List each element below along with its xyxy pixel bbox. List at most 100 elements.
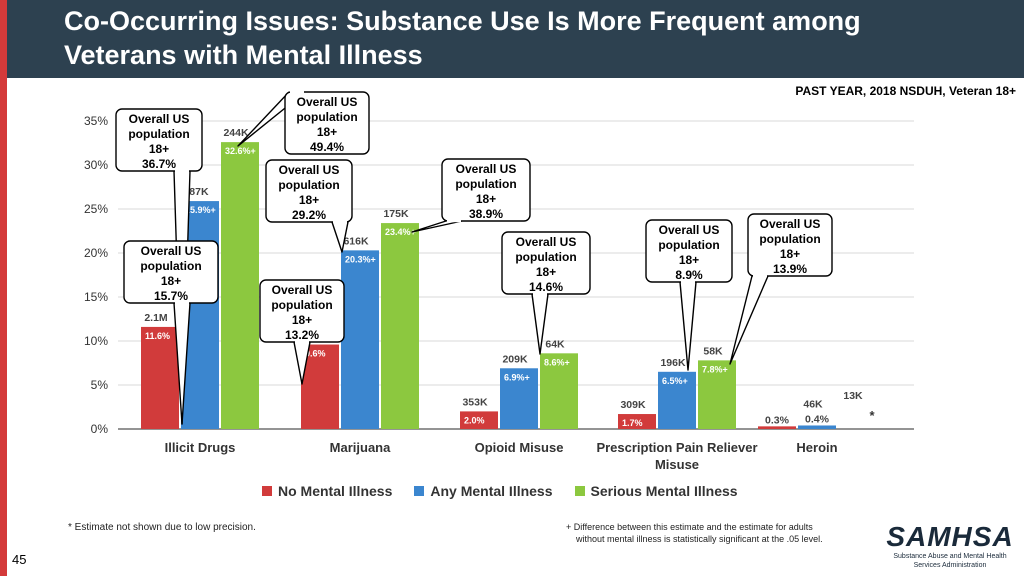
callout-text-8-2: 18+: [780, 247, 800, 261]
x-category-label-0-0: Illicit Drugs: [165, 440, 236, 455]
title-banner: Co-Occurring Issues: Substance Use Is Mo…: [0, 0, 1024, 78]
callout-text-8-0: Overall US: [760, 217, 821, 231]
logo-subtitle-line-1: Substance Abuse and Mental Health: [893, 553, 1007, 560]
slide-title: Co-Occurring Issues: Substance Use Is Mo…: [64, 4, 964, 72]
callout-text-1-1: population: [140, 259, 201, 273]
bar-label-2-0: 32.6%+: [225, 146, 256, 156]
legend-label-any-mental-illness: Any Mental Illness: [430, 483, 553, 499]
bar-count-0-0: 2.1M: [144, 312, 168, 324]
callout-text-5-0: Overall US: [456, 162, 517, 176]
callout-text-6-3: 14.6%: [529, 280, 563, 294]
bar-no-mental-illness-2: [460, 411, 498, 429]
callout-text-1-2: 18+: [161, 274, 181, 288]
callout-text-7-2: 18+: [679, 253, 699, 267]
callout-text-5-1: population: [455, 177, 516, 191]
legend-item-any-mental-illness: Any Mental Illness: [414, 483, 553, 499]
x-category-label-1-0: Marijuana: [330, 440, 391, 455]
callout-text-5-3: 38.9%: [469, 207, 503, 221]
chart-legend: No Mental Illness Any Mental Illness Ser…: [262, 483, 738, 499]
legend-swatch-no-mental-illness: [262, 486, 272, 496]
bar-count-1-1: 616K: [343, 235, 369, 247]
legend-label-serious-mental-illness: Serious Mental Illness: [590, 483, 738, 499]
bar-label-1-4: 0.4%: [805, 413, 830, 425]
bar-label-1-0: 25.9%+: [185, 205, 216, 215]
bar-any-mental-illness-4: [798, 425, 836, 429]
title-accent-bar: [0, 0, 7, 78]
callout-text-3-2: 18+: [299, 193, 319, 207]
bar-no-mental-illness-0: [141, 326, 179, 429]
callout-pointer-4: [293, 341, 311, 385]
slide-title-line-2: Veterans with Mental Illness: [64, 40, 423, 70]
footnote-significance-line-1: + Difference between this estimate and t…: [566, 522, 813, 532]
legend-item-no-mental-illness: No Mental Illness: [262, 483, 392, 499]
logo-subtitle-line-2: Services Administration: [913, 562, 987, 569]
footnote-significance: + Difference between this estimate and t…: [566, 521, 866, 545]
bar-count-2-0: 244K: [223, 127, 249, 139]
page-number: 45: [12, 552, 27, 567]
bar-label-1-1: 20.3%+: [345, 254, 376, 264]
callout-pointer-7: [679, 281, 697, 371]
bar-label-2-4-suppressed: *: [869, 408, 875, 423]
callout-text-7-1: population: [658, 238, 719, 252]
callout-text-3-0: Overall US: [279, 163, 340, 177]
x-category-label-3-0: Prescription Pain Reliever: [596, 440, 757, 455]
callout-pointer-8: [729, 275, 769, 365]
y-tick-label-25: 25%: [84, 202, 108, 216]
callout-text-5-2: 18+: [476, 192, 496, 206]
bar-serious-mental-illness-3: [698, 360, 736, 429]
bar-label-0-1: 9.6%: [305, 349, 326, 359]
bar-label-2-2: 8.6%+: [544, 357, 570, 367]
legend-swatch-serious-mental-illness: [574, 486, 585, 496]
callout-text-6-0: Overall US: [516, 235, 577, 249]
callout-pointer-6: [531, 293, 549, 355]
callout-text-4-3: 13.2%: [285, 328, 319, 342]
callout-box-5: [441, 158, 531, 222]
bar-any-mental-illness-3: [658, 371, 696, 429]
callout-box-2: [284, 91, 370, 155]
x-category-label-3-1: Misuse: [655, 457, 699, 472]
bar-count-0-3: 309K: [620, 399, 646, 411]
legend-swatch-any-mental-illness: [414, 486, 425, 496]
x-category-label-2-0: Opioid Misuse: [475, 440, 564, 455]
callout-box-3: [265, 159, 353, 223]
callout-text-0-0: Overall US: [129, 112, 190, 126]
bar-serious-mental-illness-2: [540, 353, 578, 429]
callout-pointer-1: [173, 302, 191, 425]
bar-count-1-2: 209K: [502, 353, 528, 365]
callout-text-4-1: population: [271, 298, 332, 312]
footnote-low-precision: * Estimate not shown due to low precisio…: [68, 522, 256, 533]
bar-count-2-2: 64K: [545, 338, 565, 350]
bar-label-0-3: 1.7%: [622, 418, 643, 428]
callout-text-4-0: Overall US: [272, 283, 333, 297]
slide-title-line-1: Co-Occurring Issues: Substance Use Is Mo…: [64, 6, 861, 36]
callout-text-4-2: 18+: [292, 313, 312, 327]
callout-text-0-3: 36.7%: [142, 157, 176, 171]
callout-text-8-3: 13.9%: [773, 262, 807, 276]
callout-box-1: [123, 240, 219, 304]
bar-any-mental-illness-1: [341, 250, 379, 429]
callout-text-6-1: population: [515, 250, 576, 264]
callout-text-0-2: 18+: [149, 142, 169, 156]
callout-pointer-5: [411, 220, 463, 233]
callout-text-1-3: 15.7%: [154, 289, 188, 303]
bar-label-0-0: 11.6%: [145, 331, 170, 341]
bar-label-0-2: 2.0%: [464, 415, 485, 425]
callout-pointer-3: [331, 221, 349, 253]
bar-chart: 0% 5% 10% 15% 20% 25% 30% 35% Illicit Drugs Marij…: [84, 90, 914, 472]
callout-text-2-0: Overall US: [297, 95, 358, 109]
callout-text-2-2: 18+: [317, 125, 337, 139]
bar-count-2-1: 175K: [383, 208, 409, 220]
y-tick-label-30: 30%: [84, 158, 108, 172]
bar-count-1-4: 46K: [803, 398, 823, 410]
legend-item-serious-mental-illness: Serious Mental Illness: [574, 483, 738, 499]
source-label: PAST YEAR, 2018 NSDUH, Veteran 18+: [795, 84, 1016, 98]
callout-text-3-1: population: [278, 178, 339, 192]
bar-label-1-2: 6.9%+: [504, 372, 530, 382]
footnote-significance-line-2: without mental illness is statistically …: [576, 534, 823, 544]
y-tick-label-15: 15%: [84, 290, 108, 304]
bar-label-1-3: 6.5%+: [662, 376, 688, 386]
callout-text-7-0: Overall US: [659, 223, 720, 237]
y-tick-label-0: 0%: [91, 422, 109, 436]
bar-count-2-3: 58K: [703, 345, 723, 357]
callout-text-3-3: 29.2%: [292, 208, 326, 222]
